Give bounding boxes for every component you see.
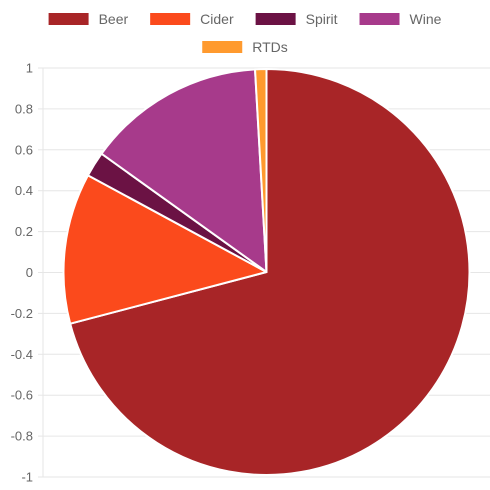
pie-slice-cider[interactable] (62, 174, 268, 325)
y-tick-label: -1 (21, 470, 33, 485)
y-tick-label: -0.8 (11, 429, 33, 444)
y-tick-label: -0.4 (11, 347, 33, 362)
legend-swatch (202, 41, 243, 53)
legend-item-beer[interactable]: Beer (48, 11, 129, 27)
legend-swatch (150, 13, 191, 25)
legend: Beer Cider Spirit Wine RTDs (48, 11, 442, 55)
legend-item-wine[interactable]: Wine (359, 11, 442, 27)
y-tick-label: 0.6 (15, 142, 33, 157)
pie-slice-beer[interactable] (69, 68, 471, 476)
legend-item-rtds[interactable]: RTDs (202, 39, 288, 55)
pie-slice-wine[interactable] (100, 68, 268, 273)
pie-slices (62, 67, 471, 476)
y-tick-label: 0.4 (15, 183, 33, 198)
legend-item-spirit[interactable]: Spirit (255, 11, 338, 27)
y-tick-label: 0 (26, 265, 33, 280)
y-tick-label: -0.6 (11, 388, 33, 403)
legend-item-cider[interactable]: Cider (150, 11, 234, 27)
y-tick-label: 0.8 (15, 101, 33, 116)
legend-label: Wine (410, 11, 442, 27)
legend-label: Cider (200, 11, 234, 27)
legend-swatch (255, 13, 296, 25)
legend-swatch (359, 13, 400, 25)
y-tick-label: -0.2 (11, 306, 33, 321)
y-tick-label: 0.2 (15, 224, 33, 239)
pie-slice-rtds[interactable] (254, 67, 268, 273)
y-tick-label: 1 (26, 61, 33, 76)
y-axis: 1 0.8 0.6 0.4 0.2 0 -0.2 -0.4 -0.6 -0.8 -1 (11, 61, 44, 485)
legend-label: RTDs (252, 39, 288, 55)
legend-swatch (48, 13, 89, 25)
legend-label: Spirit (306, 11, 338, 27)
legend-label: Beer (99, 11, 129, 27)
